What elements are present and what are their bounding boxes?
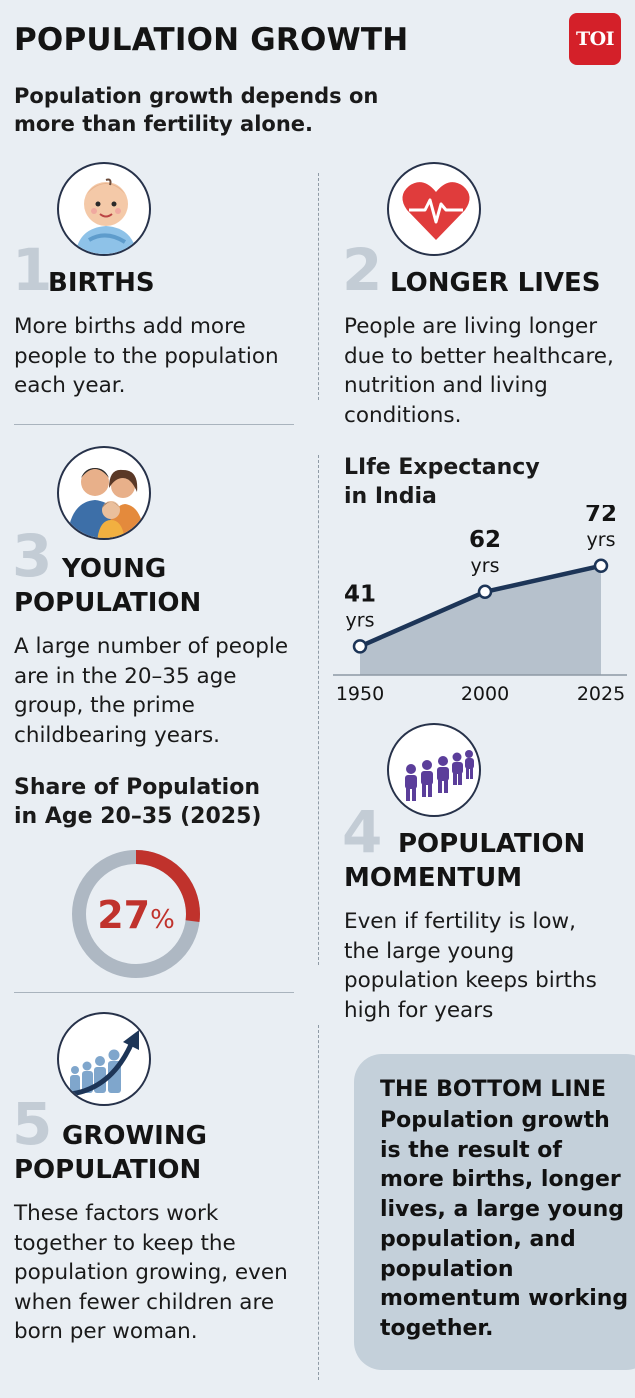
section-4-text: Even if fertility is low, the large youn… <box>344 909 597 1023</box>
section-5-text: These factors work together to keep the … <box>14 1201 288 1344</box>
section-3-number: 3 <box>12 522 53 590</box>
section-2-text: People are living longer due to better h… <box>344 314 614 428</box>
chart-unit-label: yrs <box>346 609 375 631</box>
page-title: POPULATION GROWTH <box>14 22 409 58</box>
vertical-divider-middle <box>318 455 319 965</box>
growth-arrow-icon <box>57 1012 151 1106</box>
toi-logo: TOI <box>569 13 621 65</box>
bottom-line-box <box>354 1054 635 1370</box>
donut-chart: 27% <box>72 850 200 978</box>
bottom-line-title: THE BOTTOM LINE <box>380 1077 606 1102</box>
bottom-line-text: Population growth is the result of more … <box>380 1108 629 1341</box>
section-2-heading: LONGER LIVES <box>390 268 601 298</box>
chart-point <box>593 558 609 574</box>
chart-point <box>352 639 368 654</box>
chart-area-fill <box>360 565 601 675</box>
section-1-number: 1 <box>12 236 53 304</box>
family-icon <box>57 446 151 540</box>
chart-unit-label: yrs <box>587 529 616 551</box>
section-4-heading: POPULATION MOMENTUM <box>344 829 586 893</box>
heart-icon <box>387 162 481 256</box>
section-3-heading: YOUNG POPULATION <box>14 554 202 618</box>
section-5-heading: GROWING POPULATION <box>14 1121 207 1185</box>
chart-value-label: 62 <box>469 527 501 553</box>
page-subtitle: Population growth depends on more than f… <box>14 84 379 136</box>
section-5-number: 5 <box>12 1090 53 1158</box>
horizontal-divider-2 <box>14 992 294 993</box>
section-4-number: 4 <box>342 798 383 866</box>
chart-value-label: 72 <box>585 505 617 527</box>
section-1-text: More births add more people to the popul… <box>14 314 279 398</box>
donut-chart-title: Share of Population in Age 20–35 (2025) <box>14 775 262 829</box>
vertical-divider-bottom <box>318 1025 319 1380</box>
donut-share-arc <box>72 850 200 978</box>
life-expectancy-chart-title: LIfe Expectancy in India <box>344 455 540 509</box>
chart-x-tick-label: 2025 <box>577 683 625 705</box>
vertical-divider-top <box>318 173 319 400</box>
chart-value-label: 41 <box>344 581 376 607</box>
chart-x-tick-label: 1950 <box>336 683 384 705</box>
section-3-text: A large number of people are in the 20–3… <box>14 634 289 748</box>
section-1-heading: BIRTHS <box>48 268 155 298</box>
horizontal-divider-1 <box>14 424 294 425</box>
donut-value-label: 27% <box>97 893 175 937</box>
chart-point <box>477 584 493 600</box>
section-2-number: 2 <box>342 236 383 304</box>
chart-x-tick-label: 2000 <box>461 683 509 705</box>
baby-icon <box>57 162 151 256</box>
chart-unit-label: yrs <box>471 555 500 577</box>
people-row-icon <box>387 723 481 817</box>
